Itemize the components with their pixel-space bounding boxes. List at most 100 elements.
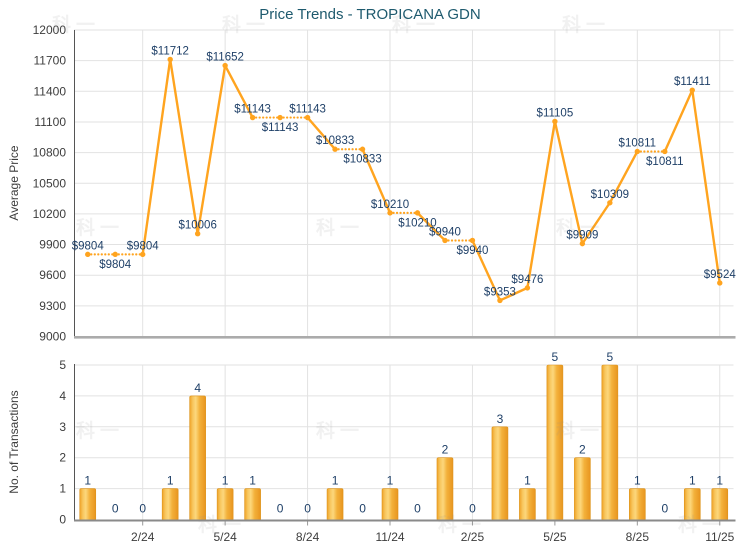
tx-value-label: 2 [579,443,586,457]
tx-value-label: 0 [112,502,119,516]
price-y-tick-label: 10500 [33,176,67,190]
price-line-segment [553,120,584,245]
x-tick-label: 5/25 [543,530,567,544]
price-point-label: $11411 [674,76,711,88]
tx-value-label: 4 [194,381,201,395]
tx-value-label: 0 [661,502,668,516]
tx-value-label: 5 [607,350,614,364]
tx-value-label: 1 [249,474,256,488]
tx-bar [546,364,564,521]
tx-value-label: 1 [524,474,531,488]
price-y-tick-label: 12000 [33,23,67,37]
tx-bar [629,488,646,521]
tx-value-label: 1 [167,474,174,488]
price-point-marker [249,114,256,121]
price-point-marker [332,146,338,152]
tx-bar [189,395,206,521]
price-line-segment [581,201,612,245]
transactions-axis-title: No. of Transactions [7,390,21,494]
price-y-tick-label: 9900 [39,238,66,252]
price-point-label: $9804 [127,240,160,252]
price-point-marker [85,251,91,258]
price-point-label: $10833 [343,154,381,166]
price-point-label: $11143 [234,104,271,116]
price-line-segment [141,58,172,256]
price-x-axis [74,336,736,339]
price-point-label: $11652 [206,52,244,64]
price-point-label: $10210 [398,217,436,229]
x-tick-label: 2/25 [461,530,485,544]
tx-value-label: 1 [689,474,696,488]
tx-value-label: 1 [716,474,723,488]
price-line-segment [471,239,502,302]
price-line-segment [691,88,721,285]
price-point-label: $10006 [178,220,216,232]
tx-value-label: 3 [497,412,504,426]
tx-value-label: 1 [222,474,229,488]
tx-value-label: 0 [469,502,476,516]
price-point-marker [112,251,118,258]
price-point-label: $9804 [72,240,105,252]
x-tick-label: 5/24 [213,530,237,544]
tx-value-label: 0 [139,502,146,516]
price-point-label: $9476 [511,274,543,286]
price-point-label: $9940 [429,226,461,238]
price-point-marker [634,148,641,155]
price-y-tick-label: 9600 [39,268,66,282]
price-point-marker [607,200,613,206]
price-line-segment [526,120,557,290]
tx-x-axis [74,519,736,522]
price-point-marker [359,146,366,152]
price-point-label: $11105 [537,107,574,119]
tx-bar [519,488,536,521]
price-y-tick-label: 10800 [33,146,67,160]
x-tick-label: 8/24 [296,530,320,544]
price-line-segment [608,150,639,204]
tx-value-label: 1 [332,474,339,488]
price-point-label: $9804 [99,259,132,271]
tx-bar [491,426,509,521]
price-point-label: $9940 [456,245,488,257]
x-tick-label: 8/25 [626,530,650,544]
price-y-tick-label: 10200 [33,207,67,221]
price-point-marker [579,240,586,247]
tx-value-label: 0 [277,502,284,516]
price-point-label: $10833 [316,135,354,147]
price-point-marker [222,62,228,69]
tx-bar [711,488,729,521]
price-point-label: $10811 [619,137,657,149]
tx-bar [683,488,701,521]
tx-bar [601,364,619,521]
price-point-marker [469,237,476,244]
price-line-segment [196,64,227,235]
tx-value-label: 1 [387,474,394,488]
tx-y-tick-label: 5 [59,358,66,372]
price-point-label: $11143 [262,122,299,134]
price-axis-title: Average Price [7,145,21,221]
price-point-marker [662,148,668,155]
tx-bar [79,488,97,521]
price-point-marker [497,297,503,304]
tx-bar [326,488,344,521]
price-line-segment [223,64,254,119]
transactions-chart: 5 4 3 2 1 0 1 0 0 1 4 1 1 0 0 1 0 1 0 2 0 3 1 5 2 5 1 0 1 1 2/24 5/24 8/… [59,350,736,544]
price-line-segment [416,211,447,242]
tx-y-tick-label: 0 [59,513,66,527]
price-point-label: $9909 [566,230,598,242]
tx-y-tick-label: 4 [59,389,66,403]
price-point-marker [414,210,421,216]
tx-value-label: 2 [442,443,449,457]
tx-bar [244,488,261,521]
tx-y-tick-label: 2 [59,451,66,465]
price-y-tick-label: 9300 [39,299,66,313]
price-point-marker [167,56,173,63]
price-point-marker [442,237,448,244]
price-y-tick-label: 11400 [34,84,67,98]
price-point-marker [277,114,283,121]
tx-y-tick-label: 3 [59,420,66,434]
price-y-tick-label: 11100 [34,115,66,129]
price-point-label: $10811 [646,156,684,168]
price-point-marker [194,231,201,237]
tx-value-label: 0 [414,502,421,516]
